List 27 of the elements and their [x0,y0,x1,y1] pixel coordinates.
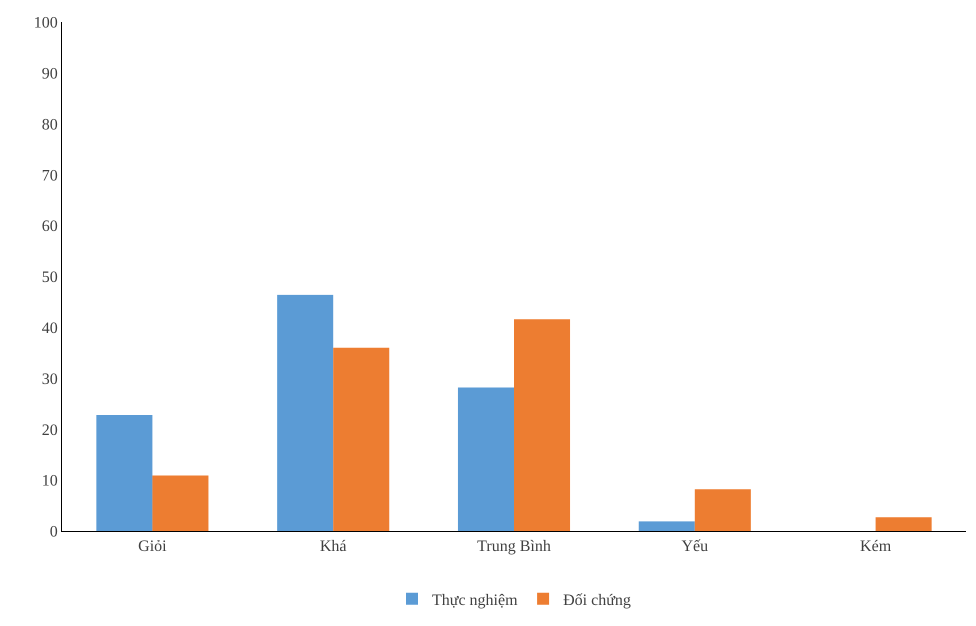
bar [277,294,334,531]
x-tick-label: Kém [860,538,892,556]
bar [96,414,152,531]
bar [152,476,208,531]
y-tick-label: 70 [42,167,58,184]
bar [638,521,695,531]
legend-label: Đối chứng [563,592,631,610]
y-tick-label: 50 [42,269,58,286]
x-tick-label: Khá [320,538,347,556]
legend-label: Thực nghiệm [432,592,518,610]
y-tick-label: 20 [42,422,58,439]
bar [333,348,390,531]
y-tick-label: 90 [42,66,58,82]
x-tick-label: Yếu [681,538,708,556]
y-tick-label: 0 [50,524,58,541]
y-tick-label: 80 [42,116,58,134]
bar [694,489,751,531]
x-tick-label: Giỏi [138,538,168,556]
y-tick-label: 40 [42,320,58,337]
bar [876,517,932,531]
bar [458,387,514,531]
y-tick-label: 30 [42,370,58,388]
y-tick-label: 100 [34,14,58,32]
x-tick-label: Trung Bình [477,538,551,556]
bar [514,319,570,531]
y-tick-label: 60 [42,218,58,236]
y-tick-label: 10 [42,472,58,490]
